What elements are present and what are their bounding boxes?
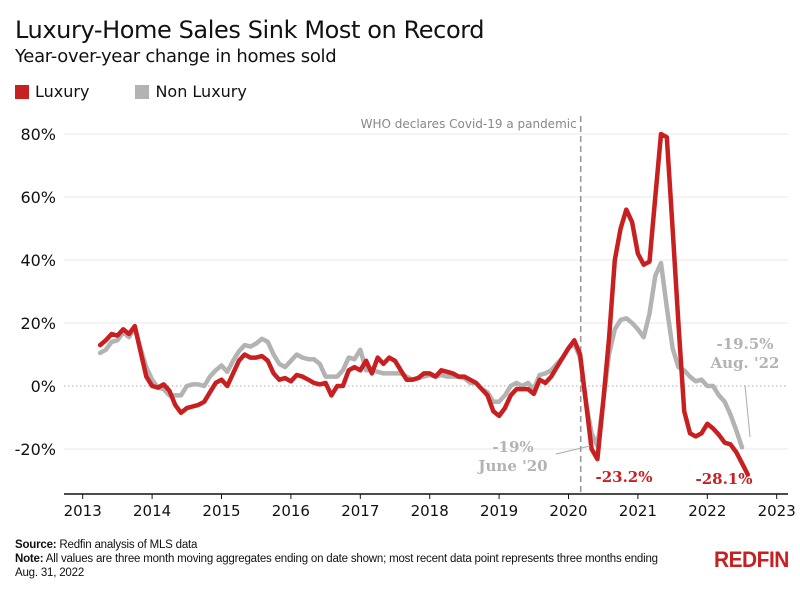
x-tick-label: 2022 — [688, 502, 726, 520]
y-tick-label: -20% — [15, 440, 56, 459]
aug22-date-label: Aug. '22 — [710, 354, 780, 372]
x-tick-label: 2021 — [619, 502, 657, 520]
redfin-logo: REDFIN — [713, 547, 789, 572]
note-line: Note: All values are three month moving … — [15, 552, 675, 580]
june20-value-label: -19% — [492, 438, 533, 456]
luxury-line — [97, 131, 751, 477]
x-tick-label: 2017 — [341, 502, 379, 520]
footer: Source: Redfin analysis of MLS data Note… — [15, 538, 675, 580]
note-label: Note: — [15, 553, 44, 565]
source-line: Source: Redfin analysis of MLS data — [15, 538, 675, 552]
x-axis: 2013 2014 2015 2016 2017 2018 2019 2020 2021 2022… — [64, 493, 796, 520]
source-label: Source: — [15, 539, 57, 551]
legend-item-luxury: Luxury — [15, 82, 89, 101]
x-tick-label: 2023 — [758, 502, 796, 520]
x-tick-label: 2014 — [133, 502, 171, 520]
legend-swatch-luxury — [15, 84, 29, 99]
non-luxury-line — [97, 260, 745, 450]
luxury-low-2020-label: -23.2% — [595, 468, 652, 486]
y-tick-label: 80% — [20, 125, 56, 144]
y-axis-ticks: -20% 0% 20% 40% 60% 80% — [15, 125, 56, 459]
x-tick-label: 2013 — [64, 502, 102, 520]
covid-annotation: WHO declares Covid-19 a pandemic — [361, 116, 582, 494]
note-text: All values are three month moving aggreg… — [15, 553, 658, 579]
legend: Luxury Non Luxury — [15, 82, 293, 101]
chart-subtitle: Year-over-year change in homes sold — [15, 46, 337, 67]
legend-label-luxury: Luxury — [35, 82, 90, 101]
series-lines — [97, 131, 751, 477]
y-tick-label: 40% — [20, 251, 56, 270]
x-tick-label: 2019 — [480, 502, 518, 520]
x-tick-label: 2015 — [202, 502, 240, 520]
june20-date-label: June '20 — [476, 457, 547, 475]
aug22-leader-line — [744, 384, 751, 438]
y-tick-label: 20% — [20, 314, 56, 333]
covid-label: WHO declares Covid-19 a pandemic — [361, 117, 577, 131]
june20-leader-line — [555, 445, 591, 455]
x-tick-label: 2016 — [272, 502, 310, 520]
y-tick-label: 60% — [20, 188, 56, 207]
x-tick-label: 2020 — [549, 502, 587, 520]
legend-label-non-luxury: Non Luxury — [155, 82, 247, 101]
chart-title: Luxury-Home Sales Sink Most on Record — [15, 16, 485, 44]
aug22-value-label: -19.5% — [716, 335, 773, 353]
legend-swatch-non-luxury — [135, 84, 150, 99]
source-text: Redfin analysis of MLS data — [59, 539, 198, 551]
y-tick-label: 0% — [31, 377, 56, 396]
legend-item-non-luxury: Non Luxury — [135, 82, 247, 101]
data-annotations: -19%June '20 -23.2% -28.1% -19.5%Aug. '22 — [476, 335, 779, 488]
x-tick-label: 2018 — [411, 502, 449, 520]
luxury-latest-label: -28.1% — [695, 470, 752, 488]
